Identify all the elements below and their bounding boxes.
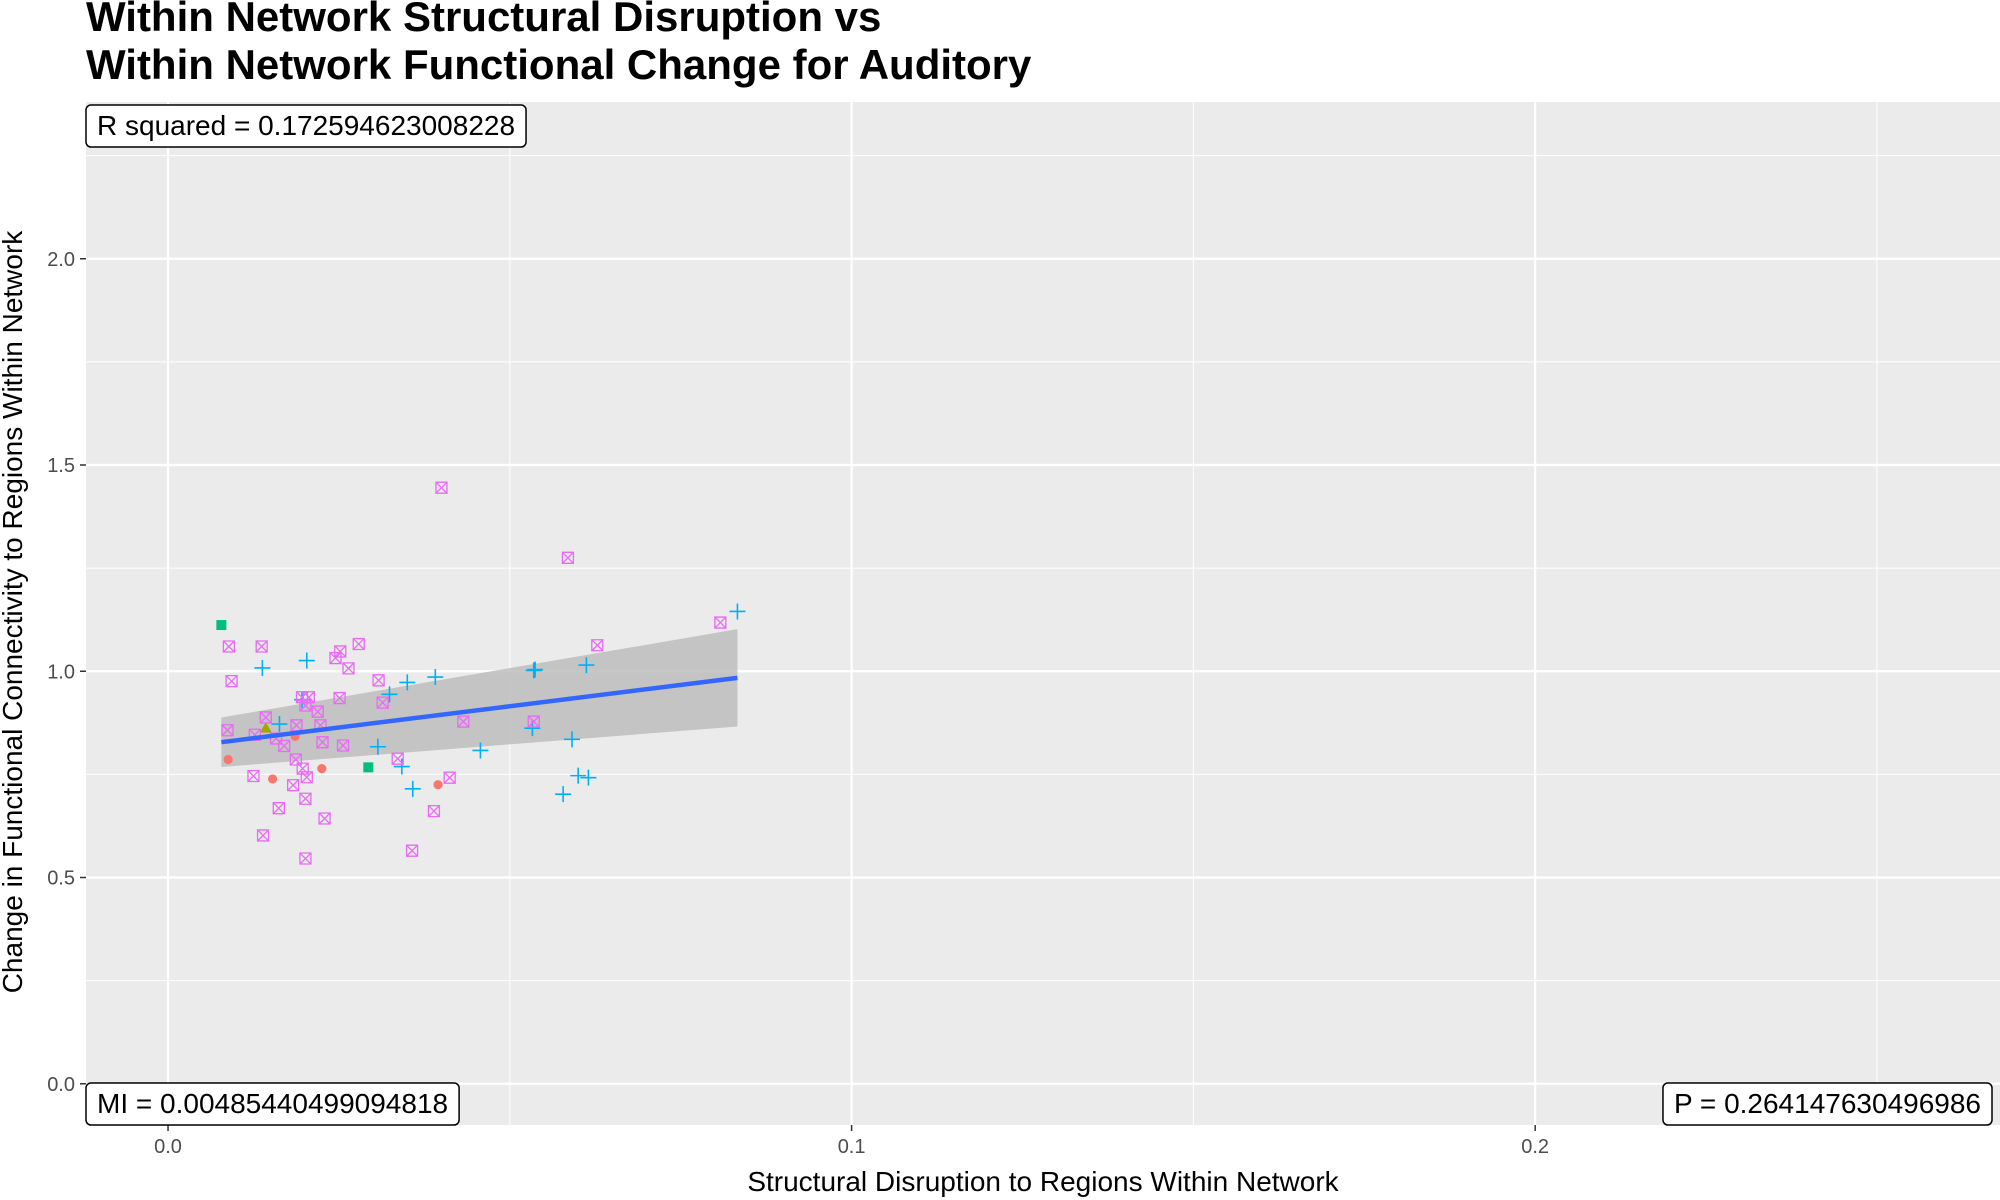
data-point-boxed-x [299, 852, 312, 865]
data-point-plus [369, 738, 386, 755]
p-value-label: P = 0.264147630496986 [1662, 1082, 1993, 1126]
y-axis-title: Change in Functional Connectivity to Reg… [0, 230, 28, 994]
data-point-boxed-x [334, 645, 347, 658]
data-point-boxed-x [225, 675, 238, 688]
data-point-boxed-x [342, 662, 355, 675]
data-point-boxed-x [352, 637, 365, 651]
p-value-box [1662, 1082, 1993, 1126]
chart-title-line-1: Within Network Structural Disruption vs [86, 0, 881, 40]
data-point-boxed-x [299, 699, 312, 712]
confidence-band [221, 629, 738, 767]
p-value-text: P = 0.264147630496986 [1674, 1088, 1981, 1119]
data-point-circle [317, 764, 327, 774]
data-point-plus [580, 769, 597, 786]
data-point-square [216, 620, 227, 631]
data-point-boxed-x [259, 711, 272, 724]
confidence-band-layer [221, 629, 738, 767]
data-point-boxed-x [391, 752, 404, 765]
data-points [216, 481, 746, 865]
data-point-boxed-x [221, 724, 234, 737]
data-point-plus [254, 659, 271, 676]
data-point-plus [527, 661, 544, 678]
data-point-plus [578, 657, 595, 674]
data-point-circle [433, 780, 443, 790]
mi-label: MI = 0.00485440499094818 [85, 1082, 460, 1126]
data-point-boxed-x [336, 739, 350, 752]
data-point-boxed-x [286, 778, 300, 792]
y-tick-label: 1.0 [47, 661, 75, 683]
y-tick-label: 0.5 [47, 868, 75, 890]
data-point-boxed-x [302, 691, 315, 704]
r-squared-box [85, 104, 527, 148]
data-point-boxed-x [443, 771, 456, 784]
data-point-boxed-x [272, 802, 285, 815]
data-point-plus [399, 674, 416, 691]
data-point-boxed-x [527, 715, 540, 728]
data-point-boxed-x [300, 771, 313, 784]
data-point-boxed-x [457, 715, 470, 728]
data-point-boxed-x [372, 674, 385, 687]
data-point-boxed-x [316, 736, 329, 749]
axis-ticks: 0.0 0.1 0.2 0.0 0.5 1.0 1.5 2.0 [47, 249, 1549, 1158]
data-point-boxed-x [247, 769, 260, 783]
data-point-plus [570, 767, 587, 784]
data-point-boxed-x [311, 705, 324, 718]
y-tick-label: 0.0 [47, 1074, 75, 1096]
data-point-boxed-x [222, 640, 236, 653]
data-point-plus [271, 716, 288, 733]
data-point-boxed-x [714, 616, 727, 629]
fit-line-layer [221, 675, 738, 745]
data-point-triangle [259, 722, 272, 733]
data-point-plus [472, 742, 489, 759]
data-point-boxed-x [333, 691, 346, 705]
plot-panel [86, 102, 2000, 1125]
x-tick-label: 0.0 [154, 1136, 182, 1158]
data-point-boxed-x [405, 844, 419, 857]
r-squared-text: R squared = 0.172594623008228 [97, 110, 515, 141]
data-point-plus [427, 669, 444, 686]
data-point-circle [268, 774, 278, 784]
fit-line [221, 675, 738, 745]
data-point-boxed-x [376, 696, 389, 709]
data-point-boxed-x [561, 551, 575, 564]
chart-title-line-2: Within Network Functional Change for Aud… [86, 41, 1032, 88]
data-point-boxed-x [255, 640, 268, 653]
x-tick-label: 0.2 [1521, 1136, 1549, 1158]
y-tick-label: 2.0 [47, 249, 75, 271]
data-point-boxed-x [591, 639, 604, 652]
data-point-plus [729, 603, 746, 620]
data-point-boxed-x [427, 804, 441, 818]
data-point-plus [298, 652, 315, 669]
data-point-plus [393, 758, 410, 775]
data-point-circle [223, 754, 233, 765]
r-squared-label: R squared = 0.172594623008228 [85, 104, 527, 148]
data-point-boxed-x [256, 829, 270, 842]
mi-box [85, 1082, 460, 1126]
x-axis-title: Structural Disruption to Regions Within … [747, 1166, 1339, 1197]
data-point-plus [564, 731, 581, 748]
data-point-boxed-x [435, 481, 448, 494]
data-point-boxed-x [278, 739, 291, 753]
data-point-boxed-x [329, 651, 342, 665]
mi-text: MI = 0.00485440499094818 [97, 1088, 448, 1119]
data-point-boxed-x [318, 812, 331, 825]
data-point-plus [381, 686, 398, 703]
data-point-square [363, 762, 374, 773]
y-tick-label: 1.5 [47, 455, 75, 477]
data-point-plus [404, 780, 421, 797]
data-point-plus [555, 786, 572, 803]
x-tick-label: 0.1 [838, 1136, 866, 1158]
data-point-boxed-x [299, 792, 312, 805]
data-point-plus [525, 662, 542, 679]
